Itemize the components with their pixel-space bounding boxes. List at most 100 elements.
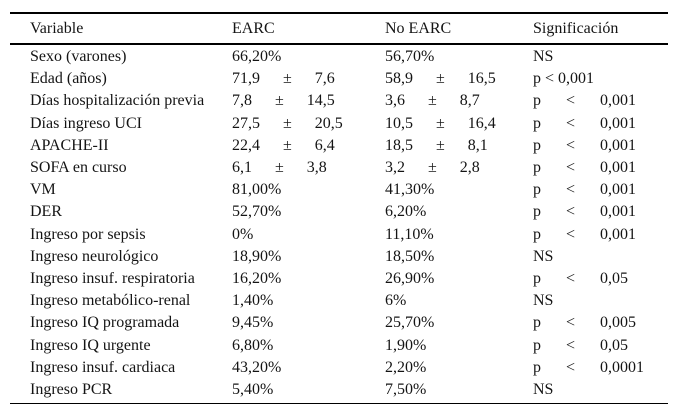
less-than-symbol: < bbox=[566, 159, 576, 177]
no-earc-value: 11,10% bbox=[385, 225, 434, 243]
earc-value: 43,20% bbox=[232, 358, 282, 376]
no-earc-value: 6% bbox=[385, 292, 407, 310]
significance-cell: p <0,001 bbox=[533, 159, 668, 177]
variable-label: Ingreso insuf. cardiaca bbox=[30, 358, 176, 376]
less-than-symbol: < bbox=[566, 358, 576, 376]
plus-minus-symbol: ± bbox=[283, 114, 292, 132]
significance-cell: p <0,001 bbox=[533, 203, 668, 221]
p-symbol: p bbox=[533, 225, 541, 243]
less-than-symbol: < bbox=[566, 336, 576, 354]
less-than-symbol: < bbox=[566, 203, 576, 221]
significance-p-value: p <0,0001 bbox=[533, 359, 668, 377]
variable-cell: Ingreso insuf. cardiaca bbox=[10, 359, 232, 377]
table-row: VM 81,00% 41,30% p <0,001 bbox=[10, 179, 668, 201]
earc-cell: 43,20% bbox=[232, 359, 385, 377]
earc-mean-sd: 27,5 ±20,5 bbox=[232, 115, 385, 133]
significance-p-value: p <0,001 bbox=[533, 226, 668, 244]
earc-value: 5,40% bbox=[232, 380, 274, 398]
earc-mean-sd: 71,9 ±7,6 bbox=[232, 70, 385, 88]
earc-value: 6,80% bbox=[232, 336, 274, 354]
earc-mean-sd: 6,1 ±3,8 bbox=[232, 159, 385, 177]
significance-value: NS bbox=[533, 247, 554, 265]
no-earc-mean-sd: 10,5 ±16,4 bbox=[385, 115, 533, 133]
earc-cell: 6,1 ±3,8 bbox=[232, 159, 385, 177]
significance-cell: NS bbox=[533, 292, 668, 310]
less-than-symbol: < bbox=[566, 225, 576, 243]
variable-label: Ingreso PCR bbox=[30, 380, 113, 398]
earc-cell: 52,70% bbox=[232, 203, 385, 221]
table-row: APACHE-II 22,4 ±6,4 18,5 ±8,1 p <0,001 bbox=[10, 135, 668, 157]
no-earc-value: 6,20% bbox=[385, 203, 427, 221]
less-than-symbol: < bbox=[566, 181, 576, 199]
no-earc-value: 18,50% bbox=[385, 247, 435, 265]
sd-value: 6,4 bbox=[314, 136, 335, 154]
no-earc-cell: 26,90% bbox=[385, 270, 533, 288]
significance-cell: NS bbox=[533, 48, 668, 66]
p-symbol: p bbox=[533, 159, 541, 177]
significance-cell: p <0,001 bbox=[533, 226, 668, 244]
p-threshold-value: 0,001 bbox=[600, 136, 637, 154]
no-earc-cell: 41,30% bbox=[385, 181, 533, 199]
less-than-symbol: < bbox=[566, 114, 576, 132]
p-threshold-value: 0,001 bbox=[600, 92, 637, 110]
no-earc-value: 56,70% bbox=[385, 48, 435, 66]
variable-label: VM bbox=[30, 181, 56, 199]
no-earc-mean-sd: 3,2 ±2,8 bbox=[385, 159, 533, 177]
earc-cell: 18,90% bbox=[232, 248, 385, 266]
no-earc-cell: 3,6 ±8,7 bbox=[385, 92, 533, 110]
earc-value: 18,90% bbox=[232, 247, 282, 265]
significance-p-value: p <0,001 bbox=[533, 159, 668, 177]
earc-cell: 71,9 ±7,6 bbox=[232, 70, 385, 88]
variable-label: Edad (años) bbox=[30, 70, 107, 88]
plus-minus-symbol: ± bbox=[283, 70, 292, 88]
sd-value: 16,5 bbox=[467, 70, 496, 88]
earc-value: 9,45% bbox=[232, 314, 274, 332]
plus-minus-symbol: ± bbox=[275, 92, 284, 110]
variable-cell: Ingreso metabólico-renal bbox=[10, 292, 232, 310]
significance-p-value: p <0,001 bbox=[533, 203, 668, 221]
variable-cell: Días hospitalización previa bbox=[10, 92, 232, 110]
p-symbol: p bbox=[533, 114, 541, 132]
variable-cell: SOFA en curso bbox=[10, 159, 232, 177]
variable-label: Sexo (varones) bbox=[30, 48, 127, 66]
earc-cell: 16,20% bbox=[232, 270, 385, 288]
significance-p-value: p <0,001 bbox=[533, 181, 668, 199]
comparison-table: Variable EARC No EARC Significación Sexo… bbox=[10, 12, 668, 404]
plus-minus-symbol: ± bbox=[283, 136, 292, 154]
table-row: Ingreso IQ urgente 6,80% 1,90% p <0,05 bbox=[10, 334, 668, 356]
variable-cell: Ingreso insuf. respiratoria bbox=[10, 270, 232, 288]
earc-cell: 81,00% bbox=[232, 181, 385, 199]
column-header-variable: Variable bbox=[30, 19, 84, 37]
no-earc-cell: 18,50% bbox=[385, 248, 533, 266]
sd-value: 8,1 bbox=[467, 136, 488, 154]
significance-p-value: p <0,001 bbox=[533, 92, 668, 110]
sd-value: 3,8 bbox=[306, 159, 327, 177]
no-earc-cell: 7,50% bbox=[385, 381, 533, 399]
p-symbol: p bbox=[533, 136, 541, 154]
p-symbol: p bbox=[533, 269, 541, 287]
table-row: Ingreso metabólico-renal 1,40% 6% NS bbox=[10, 290, 668, 312]
table-row: Días ingreso UCI 27,5 ±20,5 10,5 ±16,4 p <0,00… bbox=[10, 113, 668, 135]
variable-cell: APACHE-II bbox=[10, 137, 232, 155]
no-earc-value: 41,30% bbox=[385, 181, 435, 199]
significance-value: NS bbox=[533, 292, 554, 310]
no-earc-cell: 10,5 ±16,4 bbox=[385, 115, 533, 133]
sd-value: 8,7 bbox=[459, 92, 480, 110]
sd-value: 2,8 bbox=[459, 159, 480, 177]
variable-label: Ingreso IQ urgente bbox=[30, 336, 151, 354]
table-row: Ingreso por sepsis 0% 11,10% p <0,001 bbox=[10, 224, 668, 246]
column-header-earc: EARC bbox=[232, 19, 275, 37]
no-earc-cell: 11,10% bbox=[385, 226, 533, 244]
p-symbol: p bbox=[533, 92, 541, 110]
variable-label: Días ingreso UCI bbox=[30, 114, 142, 132]
less-than-symbol: < bbox=[566, 269, 576, 287]
p-threshold-value: 0,001 bbox=[600, 114, 637, 132]
significance-p-value: p <0,005 bbox=[533, 314, 668, 332]
plus-minus-symbol: ± bbox=[428, 92, 437, 110]
table-row: Ingreso insuf. cardiaca 43,20% 2,20% p <0,00… bbox=[10, 357, 668, 379]
table-row: SOFA en curso 6,1 ±3,8 3,2 ±2,8 p <0,001 bbox=[10, 157, 668, 179]
no-earc-value: 7,50% bbox=[385, 380, 427, 398]
no-earc-value: 1,90% bbox=[385, 336, 427, 354]
significance-cell: p < 0,001 bbox=[533, 70, 668, 88]
earc-mean-sd: 7,8 ±14,5 bbox=[232, 92, 385, 110]
